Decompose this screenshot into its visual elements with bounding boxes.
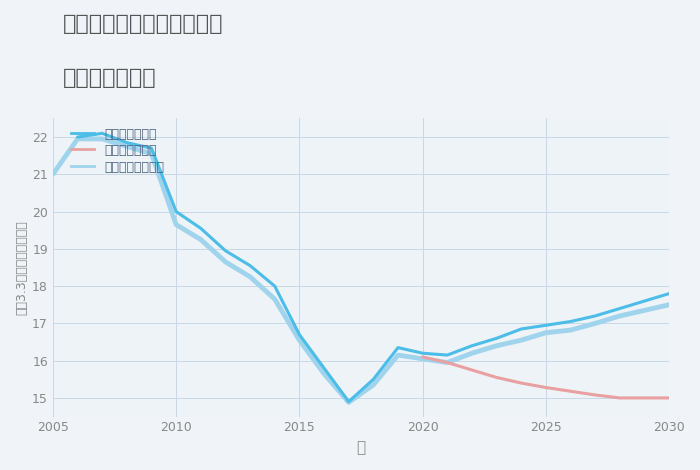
グッドシナリオ: [320, 365, 328, 371]
ノーマルシナリオ: [246, 274, 254, 280]
ノーマルシナリオ: [517, 337, 526, 343]
Line: バッドシナリオ: バッドシナリオ: [423, 357, 669, 398]
グッドシナリオ: [295, 332, 304, 337]
ノーマルシナリオ: [98, 136, 106, 142]
ノーマルシナリオ: [665, 302, 673, 307]
グッドシナリオ: [221, 248, 230, 253]
ノーマルシナリオ: [566, 327, 575, 333]
グッドシナリオ: [270, 283, 279, 289]
Text: 兵庫県豊岡市出石町袴狭の: 兵庫県豊岡市出石町袴狭の: [63, 14, 223, 34]
グッドシナリオ: [517, 326, 526, 332]
ノーマルシナリオ: [295, 337, 304, 343]
グッドシナリオ: [172, 209, 181, 214]
グッドシナリオ: [369, 376, 377, 382]
Line: ノーマルシナリオ: ノーマルシナリオ: [53, 139, 669, 402]
バッドシナリオ: [665, 395, 673, 401]
グッドシナリオ: [197, 226, 205, 231]
グッドシナリオ: [566, 319, 575, 324]
ノーマルシナリオ: [197, 237, 205, 243]
ノーマルシナリオ: [492, 343, 500, 349]
X-axis label: 年: 年: [356, 440, 365, 455]
グッドシナリオ: [443, 352, 452, 358]
バッドシナリオ: [640, 395, 649, 401]
グッドシナリオ: [98, 131, 106, 136]
グッドシナリオ: [468, 343, 476, 349]
グッドシナリオ: [591, 313, 599, 319]
ノーマルシナリオ: [591, 321, 599, 326]
グッドシナリオ: [74, 134, 82, 140]
ノーマルシナリオ: [320, 371, 328, 376]
ノーマルシナリオ: [468, 351, 476, 356]
ノーマルシナリオ: [49, 172, 57, 177]
グッドシナリオ: [615, 306, 624, 311]
グッドシナリオ: [147, 145, 155, 151]
Text: 土地の価格推移: 土地の価格推移: [63, 68, 157, 88]
グッドシナリオ: [246, 263, 254, 268]
グッドシナリオ: [542, 322, 550, 328]
グッドシナリオ: [665, 291, 673, 297]
ノーマルシナリオ: [369, 382, 377, 388]
バッドシナリオ: [591, 392, 599, 398]
ノーマルシナリオ: [122, 143, 131, 149]
Line: グッドシナリオ: グッドシナリオ: [78, 133, 669, 402]
ノーマルシナリオ: [172, 222, 181, 227]
バッドシナリオ: [492, 375, 500, 380]
バッドシナリオ: [419, 354, 427, 360]
ノーマルシナリオ: [615, 313, 624, 319]
ノーマルシナリオ: [344, 400, 353, 405]
グッドシナリオ: [394, 345, 402, 351]
グッドシナリオ: [344, 399, 353, 405]
バッドシナリオ: [468, 367, 476, 373]
バッドシナリオ: [566, 388, 575, 394]
グッドシナリオ: [640, 298, 649, 304]
ノーマルシナリオ: [74, 136, 82, 142]
バッドシナリオ: [615, 395, 624, 401]
バッドシナリオ: [517, 380, 526, 386]
ノーマルシナリオ: [394, 352, 402, 358]
グッドシナリオ: [419, 351, 427, 356]
Legend: グッドシナリオ, バッドシナリオ, ノーマルシナリオ: グッドシナリオ, バッドシナリオ, ノーマルシナリオ: [71, 128, 164, 174]
バッドシナリオ: [443, 360, 452, 365]
ノーマルシナリオ: [542, 330, 550, 336]
Y-axis label: 坪（3.3㎡）単価（万円）: 坪（3.3㎡）単価（万円）: [15, 220, 28, 315]
ノーマルシナリオ: [419, 356, 427, 361]
ノーマルシナリオ: [221, 259, 230, 265]
ノーマルシナリオ: [640, 307, 649, 313]
ノーマルシナリオ: [270, 297, 279, 302]
ノーマルシナリオ: [443, 360, 452, 365]
バッドシナリオ: [542, 384, 550, 390]
グッドシナリオ: [492, 336, 500, 341]
ノーマルシナリオ: [147, 151, 155, 157]
グッドシナリオ: [122, 140, 131, 145]
